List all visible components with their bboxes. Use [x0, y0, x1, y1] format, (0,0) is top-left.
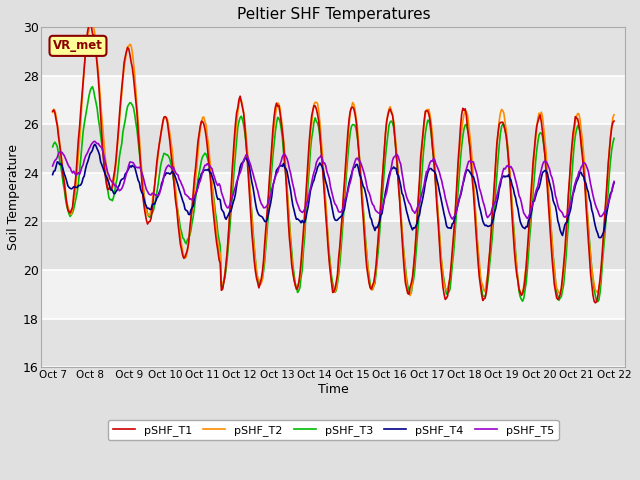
pSHF_T5	[464, 162, 472, 168]
Line: pSHF_T2: pSHF_T2	[52, 22, 614, 296]
Bar	[42, 319, 625, 367]
Legend: pSHF_T1, pSHF_T2, pSHF_T3, pSHF_T4, pSHF_T5: pSHF_T1, pSHF_T2, pSHF_T3, pSHF_T4, pSHF…	[108, 420, 559, 440]
pSHF_T4	[596, 235, 604, 240]
pSHF_T3	[49, 144, 56, 150]
pSHF_T5	[287, 170, 294, 176]
Bar	[42, 173, 625, 221]
Line: pSHF_T1: pSHF_T1	[52, 25, 614, 303]
Line: pSHF_T3: pSHF_T3	[52, 87, 614, 302]
pSHF_T2	[391, 130, 399, 135]
pSHF_T3	[560, 282, 568, 288]
pSHF_T2	[464, 112, 472, 118]
pSHF_T1	[49, 108, 56, 114]
pSHF_T1	[225, 232, 232, 238]
pSHF_T4	[91, 142, 99, 147]
Bar	[42, 76, 625, 124]
pSHF_T3	[88, 84, 96, 90]
pSHF_T4	[560, 228, 568, 233]
Text: VR_met: VR_met	[53, 39, 103, 52]
Bar	[42, 124, 625, 173]
pSHF_T3	[287, 234, 294, 240]
pSHF_T1	[391, 135, 399, 141]
pSHF_T3	[610, 135, 618, 141]
Bar	[42, 270, 625, 319]
pSHF_T3	[391, 134, 399, 140]
pSHF_T2	[225, 232, 232, 238]
pSHF_T5	[561, 215, 569, 220]
pSHF_T1	[364, 273, 372, 278]
pSHF_T5	[49, 163, 56, 169]
pSHF_T5	[91, 138, 99, 144]
pSHF_T2	[287, 240, 294, 246]
pSHF_T1	[287, 247, 294, 253]
Bar	[42, 27, 625, 76]
Title: Peltier SHF Temperatures: Peltier SHF Temperatures	[237, 7, 430, 22]
pSHF_T2	[610, 112, 618, 118]
X-axis label: Time: Time	[318, 383, 349, 396]
pSHF_T4	[463, 168, 470, 174]
pSHF_T3	[594, 299, 602, 305]
pSHF_T1	[560, 262, 568, 267]
pSHF_T3	[364, 264, 372, 269]
pSHF_T4	[364, 202, 372, 208]
pSHF_T5	[364, 188, 372, 193]
pSHF_T5	[449, 216, 456, 222]
pSHF_T2	[49, 109, 56, 115]
Line: pSHF_T4: pSHF_T4	[52, 144, 614, 238]
pSHF_T4	[49, 172, 56, 178]
pSHF_T3	[463, 121, 470, 127]
pSHF_T2	[88, 19, 95, 24]
pSHF_T1	[591, 300, 599, 306]
pSHF_T1	[86, 23, 94, 28]
Y-axis label: Soil Temperature: Soil Temperature	[7, 144, 20, 250]
Line: pSHF_T5: pSHF_T5	[52, 141, 614, 219]
pSHF_T5	[610, 179, 618, 184]
pSHF_T5	[225, 205, 232, 211]
Bar	[42, 221, 625, 270]
pSHF_T1	[610, 118, 618, 124]
pSHF_T4	[225, 212, 232, 218]
pSHF_T2	[406, 293, 414, 299]
pSHF_T1	[463, 113, 470, 119]
pSHF_T4	[391, 166, 399, 171]
pSHF_T4	[287, 187, 294, 193]
pSHF_T4	[610, 180, 618, 186]
pSHF_T2	[561, 255, 569, 261]
pSHF_T5	[391, 154, 399, 159]
pSHF_T2	[364, 264, 372, 270]
pSHF_T3	[225, 242, 232, 248]
